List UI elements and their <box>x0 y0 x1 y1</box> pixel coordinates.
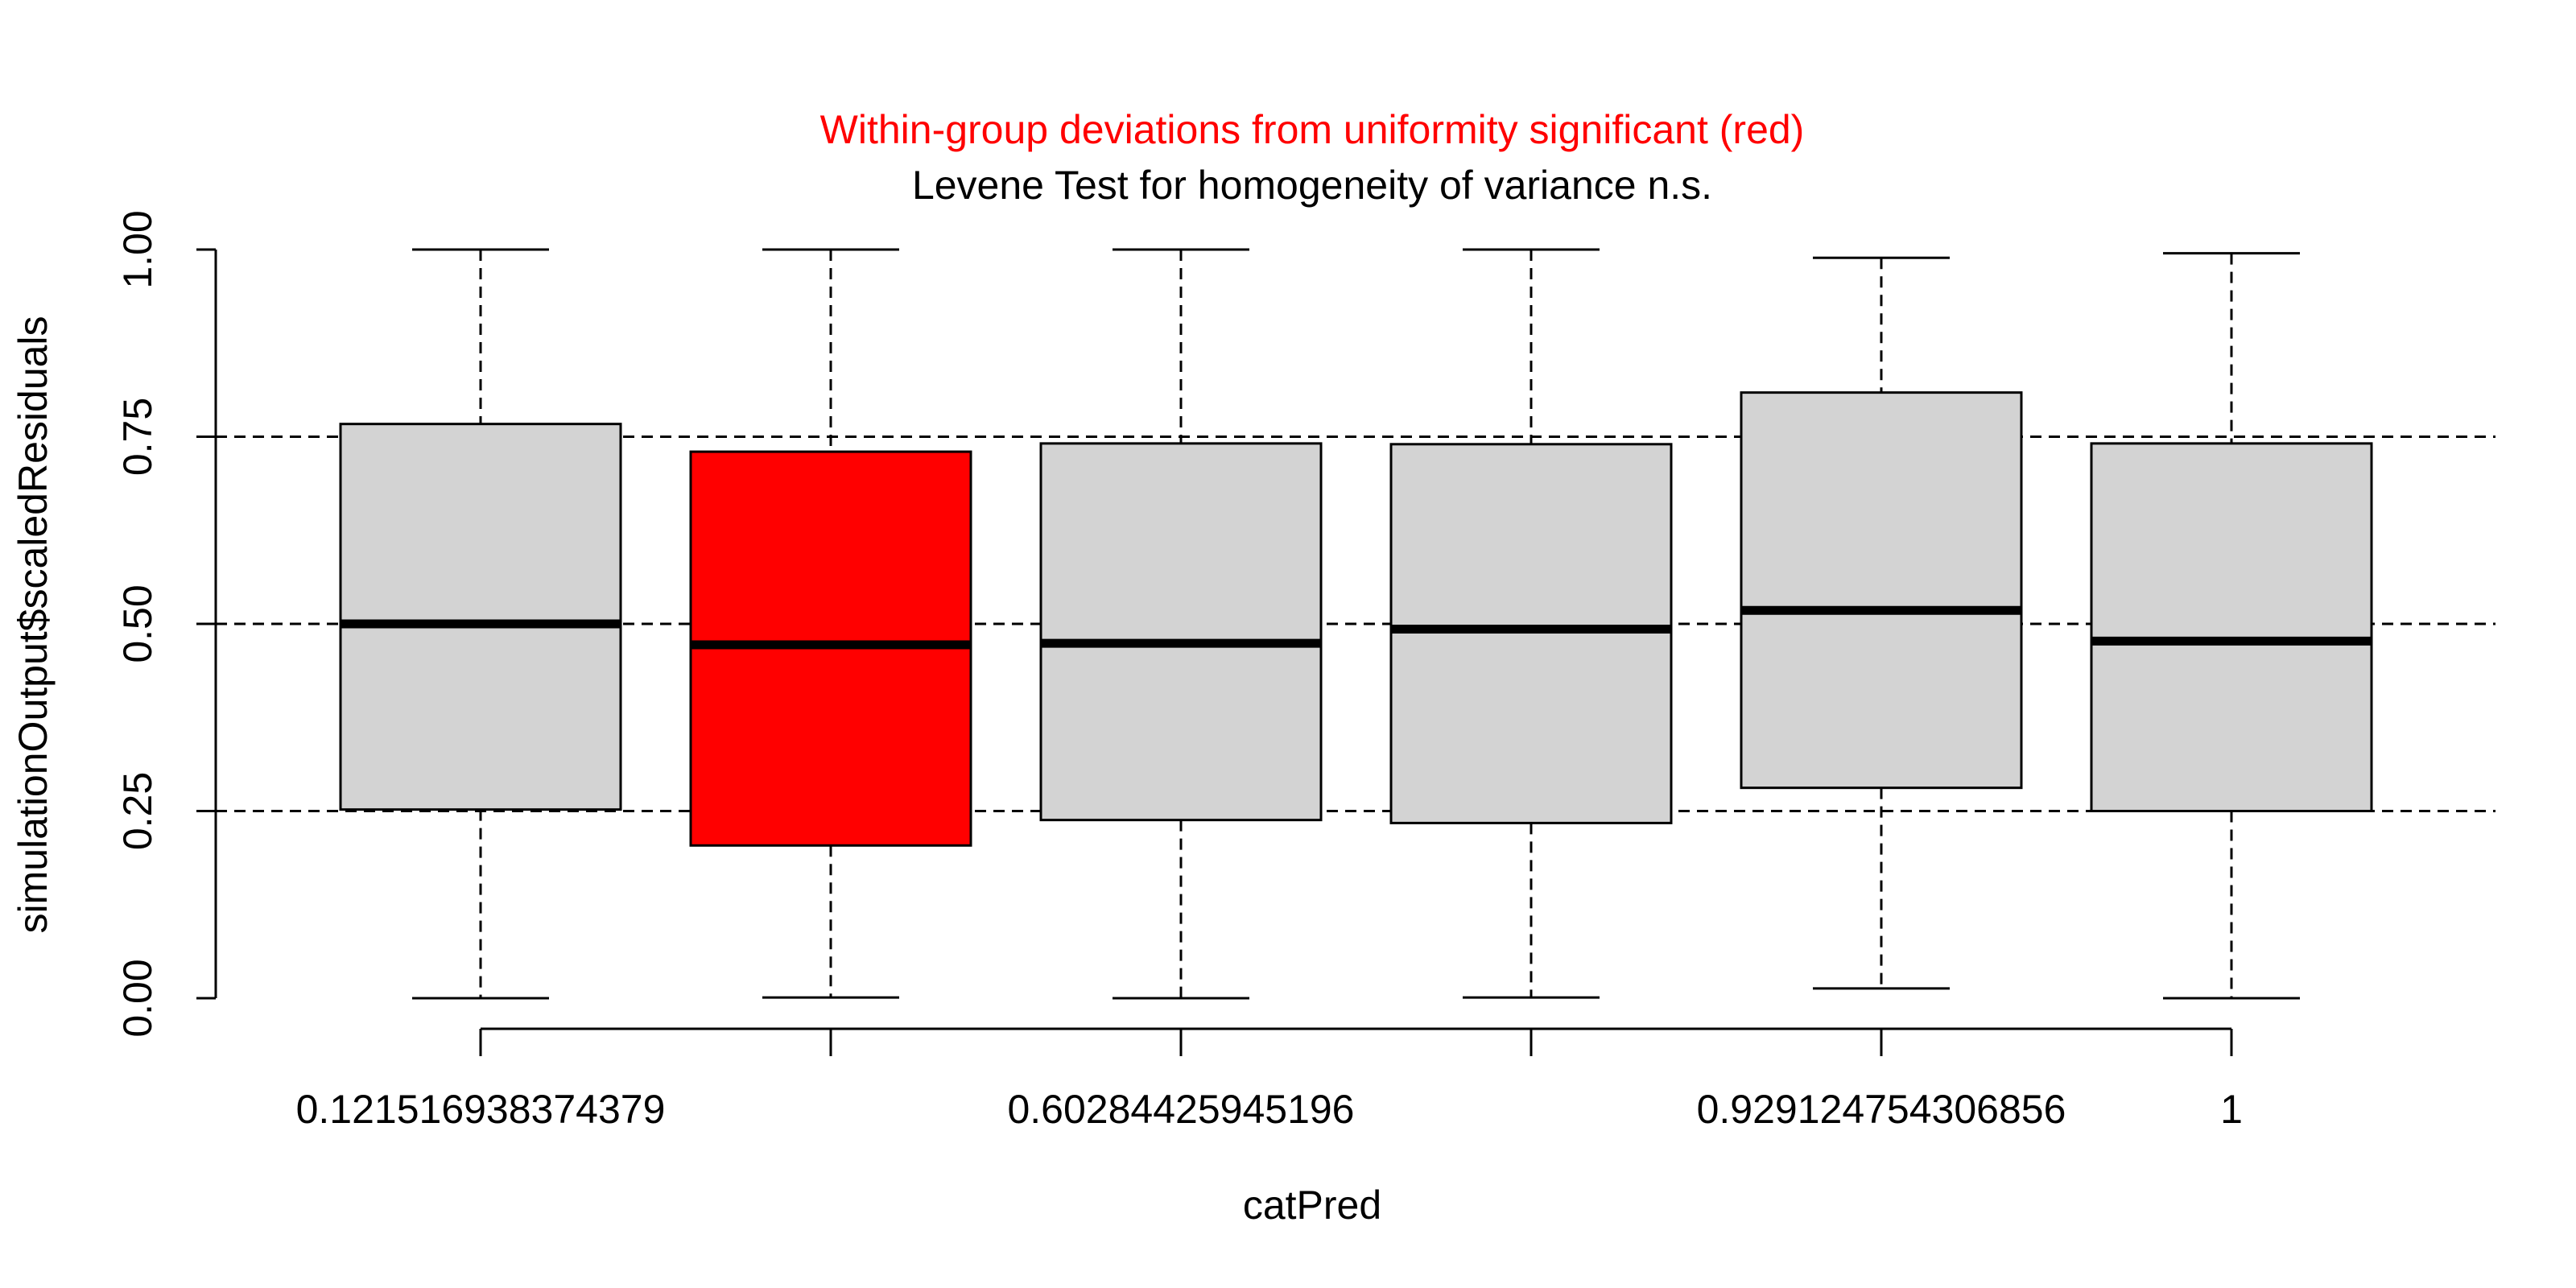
box-iqr <box>1039 442 1323 822</box>
x-tick-label: 0.60284425945196 <box>1007 1087 1354 1132</box>
chart-title-line1: Within-group deviations from uniformity … <box>820 107 1805 152</box>
box-iqr <box>339 423 622 811</box>
boxes <box>339 248 2373 1000</box>
box-group <box>1389 248 1673 999</box>
y-tick-label: 0.25 <box>115 772 160 850</box>
x-tick-label: 0.121516938374379 <box>296 1087 666 1132</box>
box-group <box>2090 252 2373 1000</box>
y-tick-label: 0.50 <box>115 584 160 663</box>
box-iqr <box>1389 443 1673 824</box>
box-group <box>339 248 622 1000</box>
x-axis-label: catPred <box>1243 1183 1381 1228</box>
box-iqr <box>1740 391 2023 790</box>
box-group <box>1740 256 2023 990</box>
y-axis: 0.00 0.25 0.50 0.75 1.00 <box>115 210 217 1038</box>
y-tick-label: 0.75 <box>115 398 160 476</box>
chart-title-line2: Levene Test for homogeneity of variance … <box>912 163 1712 208</box>
box-group <box>1039 248 1323 1000</box>
box-iqr <box>2090 442 2373 812</box>
y-tick-label: 1.00 <box>115 210 160 288</box>
y-axis-label: simulationOutput$scaledResiduals <box>10 316 56 933</box>
box-group <box>689 248 972 999</box>
x-axis: 0.121516938374379 0.60284425945196 0.92912… <box>296 1027 2243 1132</box>
x-tick-label: 1 <box>2220 1087 2243 1132</box>
x-tick-label: 0.929124754306856 <box>1697 1087 2066 1132</box>
y-tick-label: 0.00 <box>115 959 160 1037</box>
